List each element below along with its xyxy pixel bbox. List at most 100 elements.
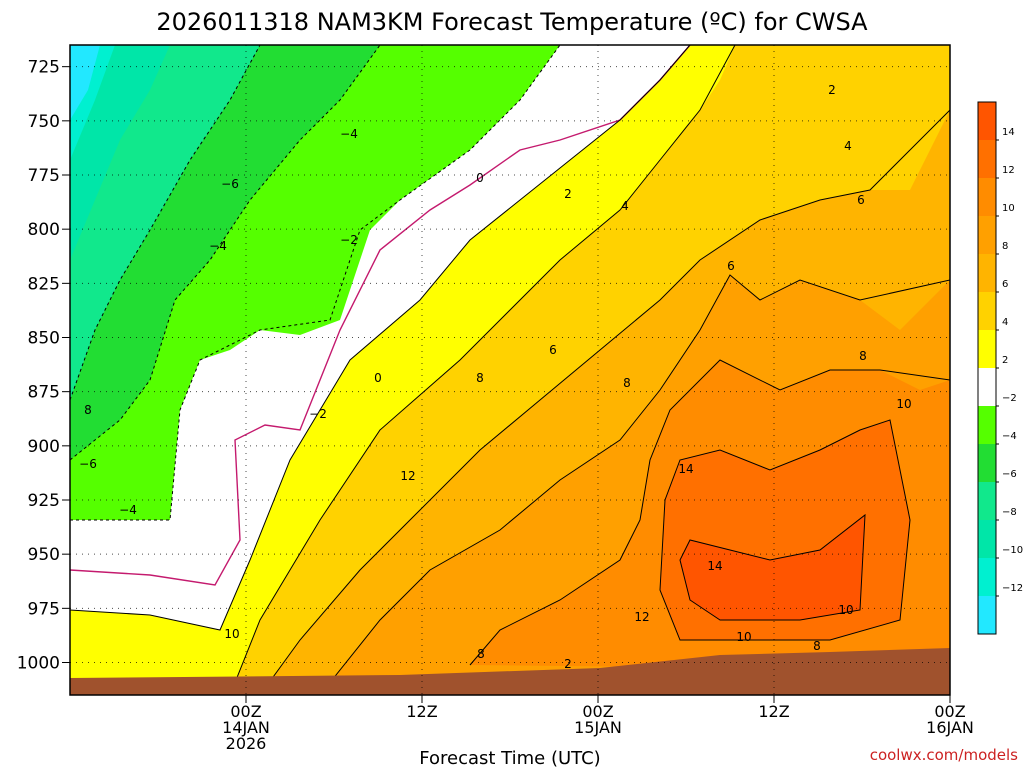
contour-labels: 2 4 6 −4 −6 −4 −2 0 2 4 6 8 8 10 8 −6 −4 −2 0 6 8 12 14 14 10 12 1…: [79, 83, 911, 671]
colorbar-label: −6: [1002, 469, 1017, 480]
colorbar-swatch: [978, 558, 996, 596]
contour-label: 14: [707, 559, 722, 573]
contour-label: −4: [119, 503, 137, 517]
y-tick-label: 725: [28, 58, 60, 78]
x-tick-label: 16JAN: [926, 718, 974, 737]
y-tick-label: 875: [28, 383, 60, 403]
x-axis-title: Forecast Time (UTC): [419, 748, 600, 768]
contour-label: 8: [477, 647, 485, 661]
x-tick-label: 00Z: [582, 702, 613, 721]
colorbar-label: 2: [1002, 355, 1008, 366]
contour-label: −6: [79, 457, 97, 471]
y-tick-label: 900: [28, 437, 60, 457]
contour-label: −4: [209, 239, 227, 253]
x-tick-label: 2026: [226, 734, 267, 753]
contour-label: 0: [374, 371, 382, 385]
contour-minus2: [70, 45, 561, 521]
contour-label: 6: [549, 343, 557, 357]
x-tick-label: 12Z: [758, 702, 789, 721]
contour-label: 12: [634, 610, 649, 624]
contour-minus4: [70, 45, 381, 461]
contour-label: 2: [828, 83, 836, 97]
contour-12: [659, 419, 911, 641]
y-axis: 725 750 775 800 825 850 875 900 925 950 975 1000: [17, 58, 70, 674]
y-tick-label: 950: [28, 545, 60, 565]
contour-label: −2: [309, 407, 327, 421]
colorbar-swatch: [978, 178, 996, 216]
y-tick-label: 775: [28, 166, 60, 186]
colorbar-label: −4: [1002, 431, 1017, 442]
contour-label: 4: [844, 139, 852, 153]
y-tick-label: 850: [28, 329, 60, 349]
contour-label: 8: [476, 371, 484, 385]
colorbar-label: −2: [1002, 393, 1017, 404]
colorbar-label: 8: [1002, 241, 1008, 252]
y-tick-label: 975: [28, 599, 60, 619]
x-tick-label: 00Z: [230, 702, 261, 721]
chart-title: 2026011318 NAM3KM Forecast Temperature (…: [156, 8, 868, 36]
x-tick-label: 12Z: [406, 702, 437, 721]
y-tick-label: 1000: [17, 654, 60, 674]
colorbar-swatch: [978, 368, 996, 406]
colorbar-swatch: [978, 102, 996, 140]
y-tick-label: 825: [28, 274, 60, 294]
gridlines: [70, 45, 950, 695]
contour-label: −6: [221, 177, 239, 191]
contour-label: 8: [859, 349, 867, 363]
contour-label: 12: [400, 469, 415, 483]
contour-label: 6: [727, 259, 735, 273]
colorbar-label: −10: [1002, 545, 1023, 556]
contour-label: 8: [84, 403, 92, 417]
contour-label: 4: [621, 199, 629, 213]
band-minus12-to-minus14: [70, 45, 100, 120]
plot-frame: [69, 44, 951, 696]
contour-label: 0: [476, 171, 484, 185]
colorbar-swatch: [978, 254, 996, 292]
contour-4: [229, 45, 736, 695]
contour-label: −2: [340, 233, 358, 247]
colorbar-label: 10: [1002, 203, 1015, 214]
colorbar-swatch: [978, 330, 996, 368]
colorbar-swatch: [978, 444, 996, 482]
y-tick-label: 750: [28, 112, 60, 132]
ground-terrain: [70, 648, 950, 695]
contour-label: 10: [736, 630, 751, 644]
colorbar-swatch: [978, 216, 996, 254]
contour-label: 10: [838, 603, 853, 617]
contour-8: [319, 274, 950, 695]
contour-label: −4: [340, 127, 358, 141]
colorbar-swatch: [978, 406, 996, 444]
colorbar-swatch: [978, 520, 996, 558]
x-tick-label: 15JAN: [574, 718, 622, 737]
y-tick-label: 925: [28, 491, 60, 511]
x-tick-label: 00Z: [934, 702, 965, 721]
credit-text: coolwx.com/models: [870, 746, 1018, 764]
colorbar-swatch: [978, 596, 996, 634]
colorbar: 14 12 10 8 6 4 2 −2 −4 −6 −8 −10 −12: [977, 101, 1023, 635]
contour-label: 8: [623, 376, 631, 390]
contour-2: [70, 45, 691, 631]
contour-label: 6: [857, 193, 865, 207]
contour-6: [259, 109, 950, 695]
colorbar-label: 6: [1002, 279, 1008, 290]
colorbar-swatch: [978, 482, 996, 520]
colorbar-label: −12: [1002, 583, 1023, 594]
plot-area: [70, 45, 950, 695]
colorbar-swatch: [978, 292, 996, 330]
contour-14: [679, 513, 866, 621]
contour-label: 14: [678, 462, 693, 476]
contour-10: [469, 359, 950, 666]
colorbar-label: −8: [1002, 507, 1017, 518]
colorbar-swatch: [978, 140, 996, 178]
contour-label: 2: [564, 657, 572, 671]
colorbar-label: 14: [1002, 127, 1015, 138]
contour-label: 10: [896, 397, 911, 411]
colorbar-label: 12: [1002, 165, 1015, 176]
x-tick-label: 14JAN: [222, 718, 270, 737]
contour-label: 8: [813, 639, 821, 653]
colorbar-label: 4: [1002, 317, 1008, 328]
contour-label: 2: [564, 187, 572, 201]
y-tick-label: 800: [28, 220, 60, 240]
